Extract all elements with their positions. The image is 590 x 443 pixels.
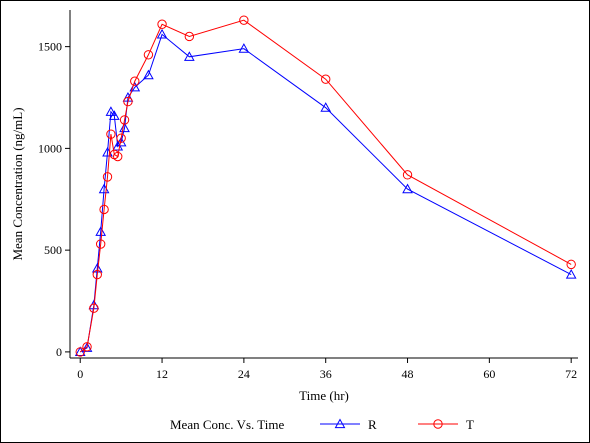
plot-area (74, 15, 577, 357)
y-axis-title: Mean Concentration (ng/mL) (10, 107, 25, 260)
data-point-T (95, 239, 106, 249)
data-point-R (95, 226, 107, 236)
data-point-R (402, 183, 413, 194)
y-tick-label: 0 (56, 345, 62, 359)
data-point-R (565, 269, 577, 279)
legend-item-R: R (320, 417, 377, 432)
legend-marker-T (433, 419, 443, 429)
series-line-T (79, 19, 572, 353)
legend-marker-R (334, 418, 346, 429)
y-tick-label: 1000 (38, 141, 62, 155)
data-point-R (119, 122, 130, 133)
data-point-T (123, 96, 133, 107)
data-point-T (402, 170, 413, 180)
data-point-R (156, 28, 168, 39)
legend-item-T: T (418, 417, 474, 432)
x-tick-label: 60 (483, 367, 495, 381)
series-line-R (79, 33, 572, 353)
data-point-T (116, 133, 126, 143)
x-tick-label: 36 (320, 367, 332, 381)
data-point-T (130, 76, 140, 86)
series-T (75, 15, 576, 357)
x-axis-title: Time (hr) (299, 388, 349, 403)
legend-title: Mean Conc. Vs. Time (170, 417, 284, 432)
data-point-R (143, 69, 154, 80)
data-point-T (92, 269, 102, 280)
x-tick-label: 12 (156, 367, 168, 381)
data-point-R (108, 110, 120, 120)
data-point-T (184, 31, 195, 42)
data-point-T (239, 15, 249, 25)
data-point-T (566, 259, 576, 270)
y-tick-label: 500 (44, 243, 62, 257)
axes: 0 12 24 36 48 60 72 0 500 1000 1500 (38, 10, 578, 381)
data-point-T (143, 50, 154, 60)
data-point-T (106, 129, 116, 139)
data-point-T (99, 204, 109, 215)
data-point-T (82, 342, 92, 352)
data-point-R (105, 106, 117, 116)
data-point-T (157, 19, 167, 29)
x-tick-label: 48 (402, 367, 414, 381)
legend-label-T: T (466, 417, 474, 432)
legend: Mean Conc. Vs. Time R T (170, 417, 474, 432)
data-point-T (113, 151, 123, 162)
data-point-T (102, 172, 113, 182)
x-tick-label: 72 (565, 367, 577, 381)
y-tick-label: 1500 (38, 40, 62, 54)
legend-label-R: R (368, 417, 377, 432)
data-point-R (238, 43, 250, 53)
x-tick-label: 24 (238, 367, 250, 381)
data-point-T (119, 115, 130, 125)
x-tick-label: 0 (77, 367, 83, 381)
data-point-R (183, 51, 195, 61)
data-point-T (89, 303, 99, 313)
data-point-T (75, 347, 85, 357)
data-point-R (320, 102, 332, 112)
data-point-T (321, 74, 331, 84)
